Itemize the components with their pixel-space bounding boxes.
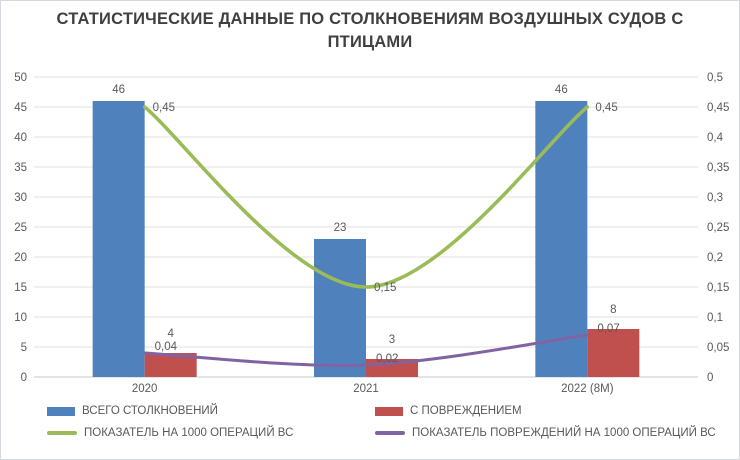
right-axis-tick-label: 0,4 (707, 132, 724, 144)
bar-value-label: 4 (167, 328, 174, 340)
right-axis-tick-label: 0,25 (707, 222, 729, 234)
legend-label-rate-per-1000: ПОКАЗАТЕЛЬ НА 1000 ОПЕРАЦИЙ ВС (84, 427, 294, 439)
left-axis-tick-label: 50 (14, 72, 27, 84)
chart-legend: ВСЕГО СТОЛКНОВЕНИЙ С ПОВРЕЖДЕНИЕМ ПОКАЗА… (47, 405, 716, 439)
line-damage_rate (143, 333, 589, 367)
bar-value-label: 23 (334, 222, 347, 234)
legend-item-rate-per-1000: ПОКАЗАТЕЛЬ НА 1000 ОПЕРАЦИЙ ВС (47, 427, 375, 439)
x-axis-category-label: 2022 (8М) (561, 383, 614, 395)
line-value-label: 0,45 (595, 102, 617, 114)
legend-swatch-damage-bar-icon (375, 406, 403, 416)
line-value-label: 0,02 (376, 353, 398, 365)
left-axis-tick-label: 45 (14, 102, 27, 114)
right-axis-tick-label: 0,45 (707, 102, 729, 114)
left-axis-tick-label: 15 (14, 282, 27, 294)
legend-item-damage-rate-per-1000: ПОКАЗАТЕЛЬ ПОВРЕЖДЕНИЙ НА 1000 ОПЕРАЦИЙ … (375, 427, 716, 439)
bar-value-label: 3 (389, 334, 395, 346)
left-axis-tick-label: 30 (14, 192, 27, 204)
bar-value-label: 8 (610, 304, 616, 316)
line-value-label: 0,15 (374, 282, 396, 294)
left-axis-tick-label: 20 (14, 252, 27, 264)
legend-label-damage-rate-per-1000: ПОКАЗАТЕЛЬ ПОВРЕЖДЕНИЙ НА 1000 ОПЕРАЦИЙ … (412, 427, 716, 439)
line-value-label: 0,45 (153, 102, 175, 114)
left-axis-tick-label: 0 (21, 372, 27, 384)
legend-swatch-total-bar-icon (47, 406, 75, 416)
legend-item-with-damage: С ПОВРЕЖДЕНИЕМ (375, 405, 716, 417)
right-axis-tick-label: 0,35 (707, 162, 729, 174)
legend-label-total-collisions: ВСЕГО СТОЛКНОВЕНИЙ (82, 405, 218, 417)
x-axis-category-label: 2021 (353, 383, 379, 395)
left-axis-tick-label: 40 (14, 132, 27, 144)
right-axis-tick-label: 0,1 (707, 312, 723, 324)
left-axis-tick-label: 35 (14, 162, 27, 174)
right-axis-tick-label: 0,2 (707, 252, 723, 264)
bar-value-label: 46 (555, 84, 568, 96)
bar-total-2022 (8М) (535, 101, 588, 377)
combo-chart-plot: 0 0 5 0,05 10 0,1 15 0,15 20 0,2 25 0,25 30 0,3 35 0,35… (14, 72, 729, 395)
bar-total-2020 (92, 101, 145, 377)
legend-swatch-damage-rate-line-icon (375, 431, 405, 435)
line-value-label: 0,04 (155, 341, 178, 353)
right-axis-tick-label: 0,5 (707, 72, 723, 84)
right-axis-tick-label: 0 (707, 372, 713, 384)
bar-value-label: 46 (112, 84, 125, 96)
right-axis-tick-label: 0,05 (707, 342, 729, 354)
line-value-label: 0,07 (597, 323, 619, 335)
bar-damage-2022 (8М) (587, 329, 640, 377)
chart-title: СТАТИСТИЧЕСКИЕ ДАННЫЕ ПО СТОЛКНОВЕНИЯМ В… (56, 10, 684, 51)
line-rate (142, 105, 590, 289)
legend-label-with-damage: С ПОВРЕЖДЕНИЕМ (410, 405, 522, 417)
x-axis-category-label: 2020 (132, 383, 158, 395)
legend-item-total-collisions: ВСЕГО СТОЛКНОВЕНИЙ (47, 405, 375, 417)
right-axis-tick-label: 0,3 (707, 192, 723, 204)
left-axis-tick-label: 25 (14, 222, 27, 234)
right-axis-tick-label: 0,15 (707, 282, 729, 294)
legend-swatch-rate-line-icon (47, 431, 77, 435)
bar-total-2021 (314, 239, 366, 377)
left-axis-tick-label: 5 (21, 342, 27, 354)
left-axis-tick-label: 10 (14, 312, 27, 324)
